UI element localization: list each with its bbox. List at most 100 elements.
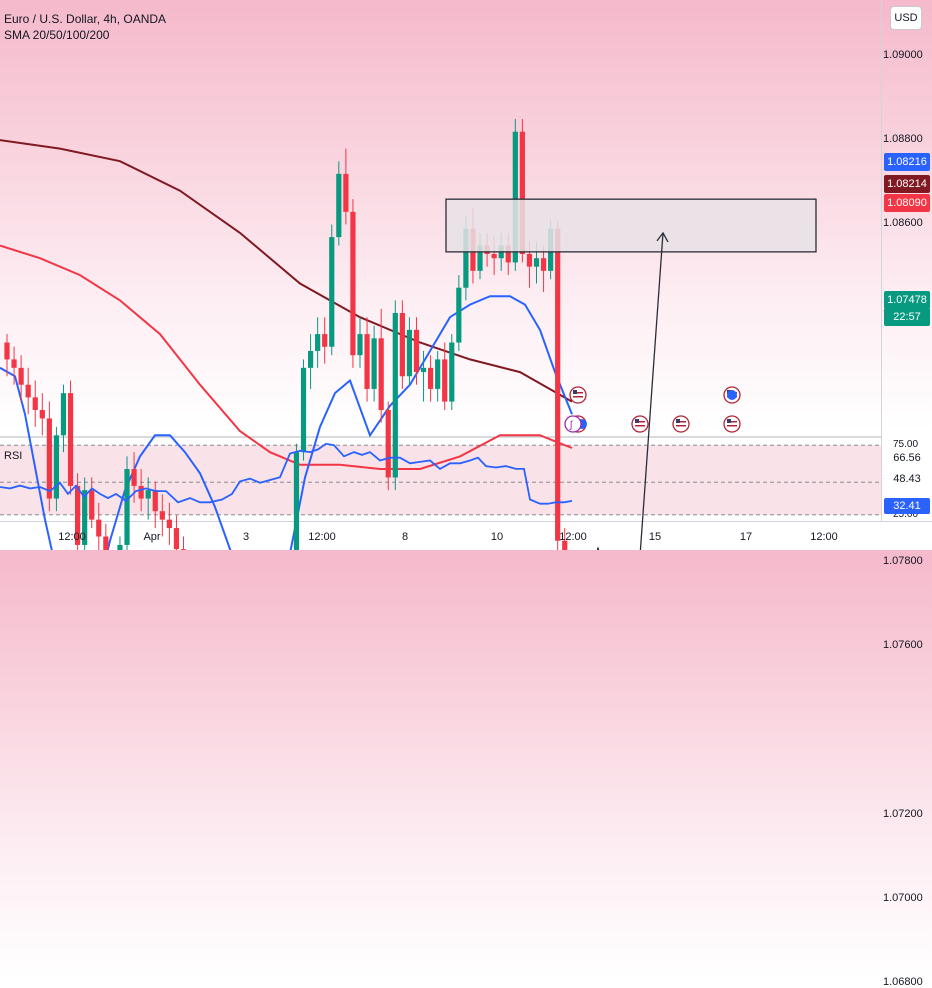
sma100-line: [0, 139, 573, 403]
candle: [392, 313, 398, 478]
candle: [406, 329, 413, 377]
candle: [491, 253, 497, 259]
candle: [413, 329, 420, 373]
price-tick-label: 1.07000: [883, 892, 923, 905]
candle: [519, 131, 525, 254]
us-flag-icon[interactable]: [569, 386, 587, 404]
price-tick-label: 1.08600: [883, 217, 923, 230]
price-tag: 1.07478: [884, 291, 930, 309]
candle: [428, 367, 434, 389]
sma20-line: [0, 295, 573, 550]
time-tick-label: 8: [401, 531, 409, 543]
time-tick-label: Apr: [143, 531, 161, 543]
chart-header: Euro / U.S. Dollar, 4h, OANDA SMA 20/50/…: [4, 11, 166, 43]
candle: [420, 367, 427, 373]
candle: [343, 173, 349, 212]
candle: [117, 544, 123, 550]
candle: [53, 435, 60, 499]
candle: [159, 511, 165, 520]
candle: [526, 253, 533, 267]
candle: [11, 359, 17, 368]
candle: [435, 359, 441, 389]
candle: [505, 245, 511, 263]
price-tag: 1.08216: [884, 153, 930, 171]
price-tag: 1.08090: [884, 194, 930, 212]
projection-path[interactable]: [572, 232, 664, 550]
candle: [322, 334, 328, 347]
flag-stripe: [573, 392, 583, 394]
price-tick-label: 1.08800: [883, 133, 923, 146]
price-tag: 1.08214: [884, 175, 930, 193]
us-flag-icon[interactable]: [631, 415, 649, 433]
time-tick-label: 15: [648, 531, 662, 543]
sma50-line: [0, 244, 573, 470]
candle: [173, 528, 180, 550]
candle: [124, 469, 130, 545]
rsi-tick-label: 25.00: [893, 509, 919, 520]
candle: [145, 490, 151, 499]
candle: [329, 237, 335, 347]
candle: [357, 334, 363, 356]
flag-stripe: [676, 425, 686, 427]
candle: [385, 410, 391, 478]
candle: [350, 211, 356, 356]
candle: [152, 490, 158, 512]
time-tick-label: 12:00: [308, 531, 336, 543]
candle: [96, 519, 102, 537]
indicator-label[interactable]: SMA 20/50/100/200: [4, 28, 110, 42]
flag-canton: [635, 419, 639, 423]
candle: [46, 418, 52, 499]
price-tick-label: 1.09000: [883, 48, 923, 61]
candle: [449, 342, 455, 402]
rsi-value-tag: 66.56: [884, 450, 930, 466]
time-tick-label: 12:00: [810, 531, 838, 543]
time-tick-label: 10: [490, 531, 504, 543]
candle: [512, 131, 518, 263]
candle: [477, 245, 483, 271]
globe-icon[interactable]: [727, 390, 737, 400]
candle: [562, 540, 568, 550]
candle: [75, 485, 81, 545]
candle: [39, 410, 45, 419]
candle: [555, 228, 561, 541]
rsi-indicator-name[interactable]: RSI: [4, 450, 23, 462]
flag-stripe: [676, 421, 686, 423]
candle: [315, 334, 321, 351]
candle: [82, 490, 88, 545]
candle: [131, 469, 137, 486]
zone-rectangle-0[interactable]: [445, 198, 817, 253]
flag-stripe: [635, 421, 645, 423]
earnings-glyph: ʃ: [569, 420, 573, 431]
rsi-tick-label: 75.00: [893, 439, 919, 450]
candle: [533, 258, 540, 267]
candle: [307, 350, 314, 368]
chart-canvas[interactable]: ʃ: [0, 0, 932, 550]
flag-stripe: [635, 425, 645, 427]
price-tick-label: 1.07200: [883, 807, 923, 820]
currency-button[interactable]: USD: [890, 6, 922, 30]
candle: [364, 334, 370, 389]
symbol-title[interactable]: Euro / U.S. Dollar, 4h, OANDA: [4, 12, 167, 26]
candle: [371, 338, 377, 389]
time-tick-label: 17: [739, 531, 753, 543]
rsi-line: [0, 442, 573, 505]
us-flag-icon[interactable]: [672, 415, 690, 433]
flag-canton: [573, 390, 577, 394]
candle: [399, 313, 405, 377]
candle: [293, 452, 300, 550]
time-tick-label: 12:00: [58, 531, 86, 543]
price-tick-label: 1.07800: [883, 554, 923, 567]
flag-stripe: [727, 421, 737, 423]
flag-canton: [727, 419, 731, 423]
candle: [300, 367, 307, 453]
time-tick-label: 12:00: [559, 531, 587, 543]
earnings-icon[interactable]: [564, 415, 582, 433]
time-tick-label: 3: [242, 531, 250, 543]
candle: [32, 397, 38, 411]
candle: [25, 384, 31, 398]
projection-arrowhead: [656, 231, 669, 243]
us-flag-icon[interactable]: [723, 415, 741, 433]
candle: [166, 519, 172, 529]
candle: [463, 228, 469, 288]
price-tick-label: 1.07600: [883, 639, 923, 652]
